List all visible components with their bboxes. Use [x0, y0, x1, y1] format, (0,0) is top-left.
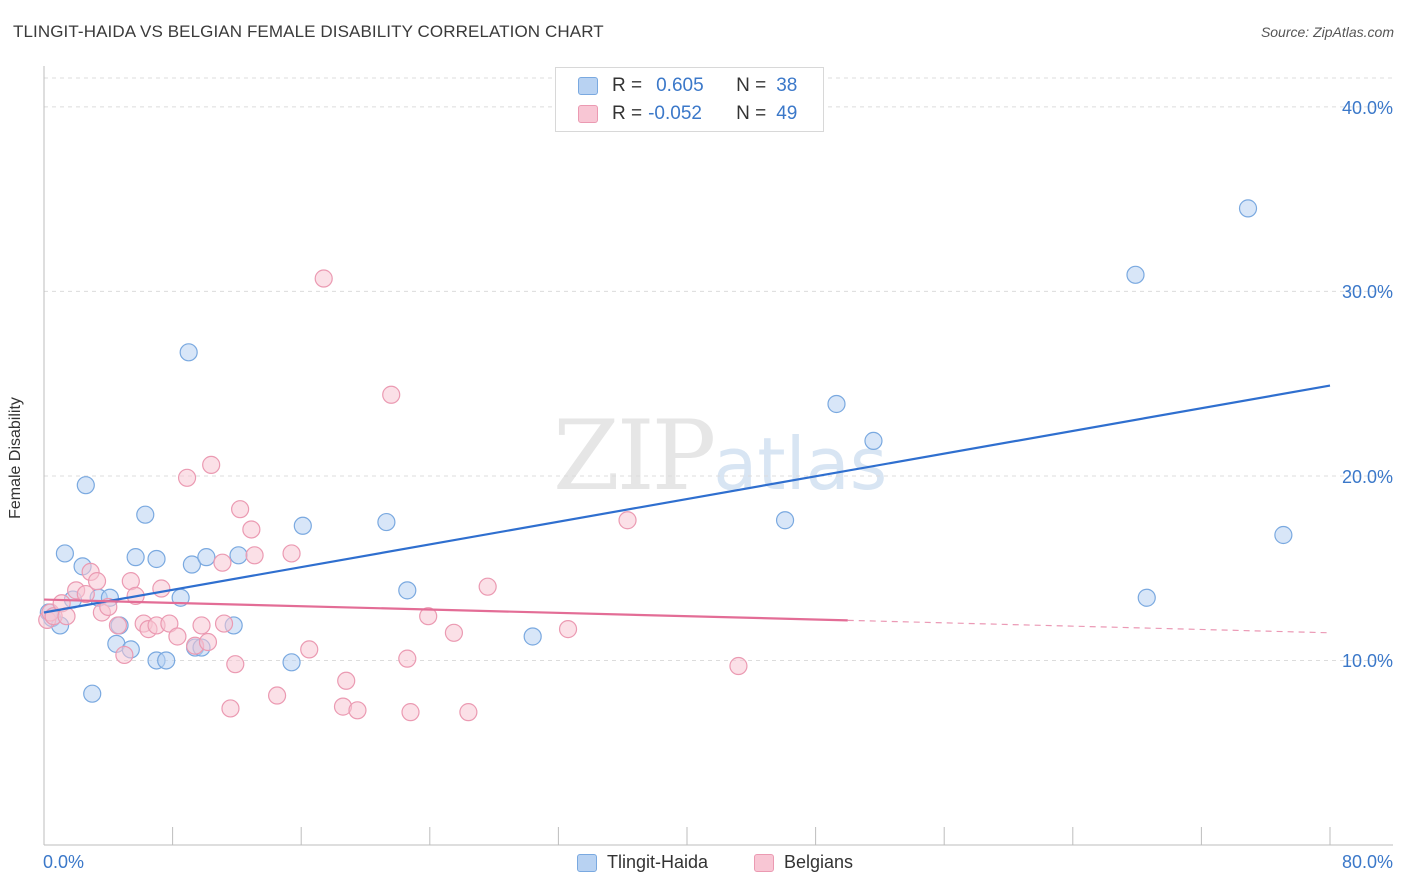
point-belgians: [337, 671, 356, 690]
point-tlingit-haida: [136, 505, 155, 524]
point-belgians: [314, 269, 333, 288]
data-points: [38, 199, 1293, 722]
point-belgians: [168, 627, 187, 646]
point-belgians: [115, 645, 134, 665]
y-tick-label: 30.0%: [1341, 282, 1393, 303]
point-belgians: [267, 686, 287, 705]
legend-row-tlingit-haida: R = 0.605 N = 38: [578, 74, 797, 98]
point-belgians: [401, 703, 420, 722]
point-belgians: [729, 656, 748, 676]
point-tlingit-haida: [523, 627, 542, 646]
point-tlingit-haida: [377, 512, 396, 532]
legend-r-label: R =: [612, 75, 643, 96]
series-legend-label: Tlingit-Haida: [607, 852, 709, 872]
point-belgians: [282, 544, 301, 563]
point-tlingit-haida: [775, 511, 795, 530]
point-tlingit-haida: [197, 548, 216, 567]
legend-swatch-pink: [578, 105, 598, 123]
point-belgians: [108, 616, 128, 635]
point-belgians: [226, 655, 245, 674]
watermark-zip: ZIP: [553, 400, 716, 512]
point-belgians: [478, 577, 497, 596]
source-credit: Source: ZipAtlas.com: [1260, 24, 1394, 40]
point-belgians: [300, 640, 319, 659]
point-belgians: [221, 699, 240, 718]
x-tick-label-min: 0.0%: [43, 852, 85, 872]
point-belgians: [231, 500, 250, 519]
point-tlingit-haida: [864, 431, 883, 450]
legend-r-label: R =: [612, 103, 643, 124]
legend-r-value: 0.605: [656, 75, 704, 96]
point-belgians: [618, 511, 637, 530]
y-tick-label: 10.0%: [1341, 651, 1393, 672]
point-belgians: [160, 614, 179, 633]
series-legend-tlingit-haida: Tlingit-Haida: [577, 852, 708, 873]
gridlines: [44, 77, 1393, 661]
point-tlingit-haida: [126, 548, 145, 567]
series-swatch-pink: [754, 853, 774, 872]
point-belgians: [198, 632, 218, 652]
point-belgians: [419, 607, 438, 626]
point-belgians: [202, 455, 221, 474]
stats-legend: R = 0.605 N = 38 R = -0.052 N = 49: [555, 67, 824, 132]
point-tlingit-haida: [55, 544, 74, 563]
point-tlingit-haida: [293, 516, 312, 535]
point-belgians: [152, 579, 171, 598]
legend-n-value: 49: [776, 103, 798, 124]
point-belgians: [382, 385, 401, 404]
point-belgians: [245, 546, 264, 565]
point-belgians: [459, 703, 478, 722]
point-tlingit-haida: [398, 581, 417, 600]
legend-r-value: -0.052: [648, 103, 702, 124]
x-tick-label-max: 80.0%: [1341, 852, 1393, 872]
point-tlingit-haida: [1238, 199, 1258, 218]
point-tlingit-haida: [83, 684, 102, 703]
watermark-atlas: atlas: [713, 422, 888, 506]
point-belgians: [398, 649, 417, 668]
point-tlingit-haida: [182, 555, 201, 574]
series-swatch-blue: [577, 853, 597, 872]
legend-row-belgians: R = -0.052 N = 49: [578, 102, 797, 126]
point-belgians: [213, 553, 232, 572]
point-belgians: [242, 520, 261, 539]
point-tlingit-haida: [827, 394, 846, 414]
watermark: ZIPatlas: [553, 400, 887, 512]
point-tlingit-haida: [147, 549, 166, 569]
point-belgians: [558, 620, 578, 639]
point-tlingit-haida: [179, 343, 198, 362]
point-tlingit-haida: [157, 651, 176, 670]
legend-n-label: N =: [736, 103, 767, 124]
y-tick-label: 40.0%: [1341, 97, 1393, 118]
point-belgians: [444, 623, 464, 642]
point-tlingit-haida: [1126, 265, 1145, 284]
point-tlingit-haida: [1137, 588, 1156, 607]
point-belgians: [348, 701, 367, 720]
point-belgians: [76, 584, 95, 604]
point-belgians: [214, 614, 234, 633]
point-tlingit-haida: [282, 653, 301, 672]
legend-swatch-blue: [578, 77, 598, 95]
legend-n-label: N =: [736, 75, 767, 96]
trend-line-tlingit-haida: [43, 384, 1331, 614]
point-tlingit-haida: [229, 546, 248, 565]
point-tlingit-haida: [76, 476, 95, 495]
series-legend-label: Belgians: [784, 852, 854, 872]
trend-line-extension-belgians: [847, 619, 1331, 634]
series-legend-belgians: Belgians: [754, 852, 853, 873]
chart-title: TLINGIT-HAIDA VS BELGIAN FEMALE DISABILI…: [13, 22, 604, 41]
legend-n-value: 38: [776, 75, 798, 96]
point-belgians: [192, 616, 211, 635]
point-belgians: [87, 572, 107, 591]
point-tlingit-haida: [1274, 525, 1293, 545]
axes: [43, 66, 1393, 846]
point-belgians: [177, 468, 197, 487]
trend-lines: [43, 384, 1331, 634]
trend-line-belgians: [43, 598, 848, 622]
y-tick-label: 20.0%: [1341, 466, 1393, 487]
